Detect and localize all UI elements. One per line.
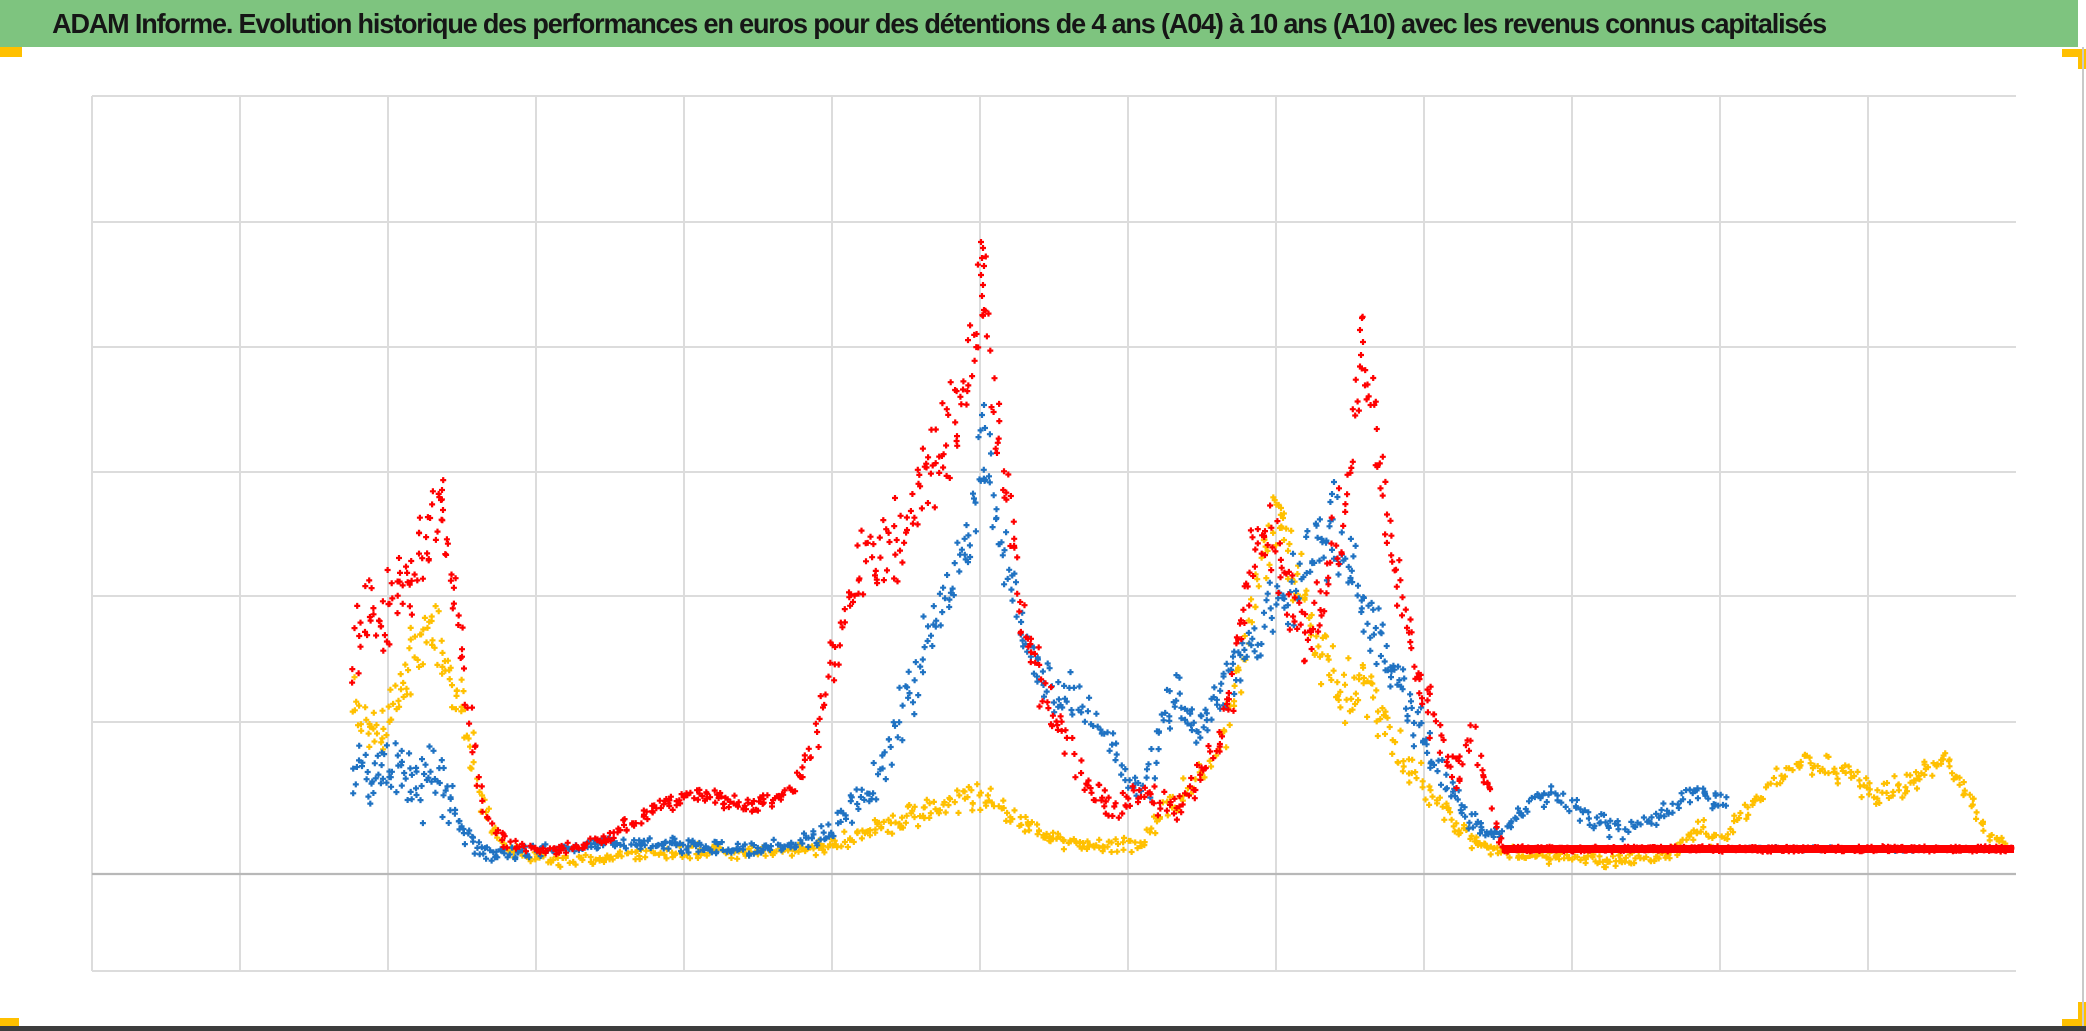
accent-top-right-corner-h xyxy=(2062,49,2086,57)
accent-top-left-square xyxy=(0,47,22,57)
blue-series-markers xyxy=(350,402,1925,864)
title-bar: ADAM Informe. Evolution historique des p… xyxy=(0,0,2078,47)
window-right-edge xyxy=(2082,47,2084,1027)
window-bottom-bar xyxy=(0,1026,2086,1031)
yellow-series-markers xyxy=(349,494,2009,871)
accent-bottom-left-square xyxy=(0,1018,19,1028)
accent-bottom-right-corner-h xyxy=(2062,1019,2086,1027)
red-series-markers xyxy=(349,239,2015,858)
page-title: ADAM Informe. Evolution historique des p… xyxy=(52,7,1827,39)
